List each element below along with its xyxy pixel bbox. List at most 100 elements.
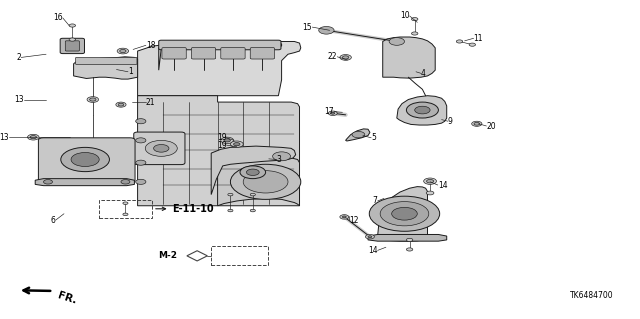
Text: E-11-10: E-11-10 xyxy=(172,204,214,214)
Text: 3: 3 xyxy=(276,155,282,164)
Circle shape xyxy=(342,56,349,59)
Circle shape xyxy=(228,209,233,212)
Circle shape xyxy=(389,38,404,45)
Circle shape xyxy=(412,32,418,35)
Circle shape xyxy=(424,178,436,184)
Circle shape xyxy=(331,112,335,114)
Polygon shape xyxy=(74,57,138,79)
Text: 15: 15 xyxy=(303,23,312,32)
Circle shape xyxy=(118,103,124,106)
Circle shape xyxy=(392,207,417,220)
Circle shape xyxy=(406,102,438,118)
Text: 19: 19 xyxy=(217,133,227,142)
Text: 21: 21 xyxy=(146,98,156,107)
Circle shape xyxy=(123,213,128,216)
Bar xyxy=(99,200,152,218)
FancyBboxPatch shape xyxy=(60,38,84,54)
Circle shape xyxy=(240,166,266,179)
Circle shape xyxy=(474,122,479,125)
Text: 19: 19 xyxy=(217,141,227,150)
Text: 16: 16 xyxy=(53,13,63,22)
Text: 18: 18 xyxy=(146,41,156,50)
Circle shape xyxy=(243,171,288,193)
Circle shape xyxy=(472,121,482,126)
Circle shape xyxy=(120,49,126,53)
Circle shape xyxy=(406,248,413,251)
Circle shape xyxy=(116,102,126,107)
Circle shape xyxy=(117,48,129,54)
Polygon shape xyxy=(187,251,207,261)
Polygon shape xyxy=(35,179,134,186)
Circle shape xyxy=(224,139,230,142)
Circle shape xyxy=(328,111,337,115)
Circle shape xyxy=(121,180,130,184)
Circle shape xyxy=(69,24,76,27)
Circle shape xyxy=(456,40,463,43)
Circle shape xyxy=(319,26,334,34)
Text: M-2: M-2 xyxy=(157,251,177,260)
Circle shape xyxy=(406,238,413,241)
Circle shape xyxy=(87,97,99,102)
Polygon shape xyxy=(159,43,282,70)
FancyBboxPatch shape xyxy=(250,48,275,59)
Circle shape xyxy=(250,209,255,212)
Text: 5: 5 xyxy=(371,133,376,142)
Polygon shape xyxy=(218,155,300,206)
FancyBboxPatch shape xyxy=(65,41,79,51)
Circle shape xyxy=(221,137,234,144)
Circle shape xyxy=(273,152,291,161)
Circle shape xyxy=(136,119,146,124)
Circle shape xyxy=(368,236,372,238)
Circle shape xyxy=(230,141,243,147)
Text: 10: 10 xyxy=(400,11,410,20)
Text: 20: 20 xyxy=(486,122,496,130)
Text: 13: 13 xyxy=(15,95,24,104)
Circle shape xyxy=(28,134,39,140)
Polygon shape xyxy=(368,234,447,241)
Circle shape xyxy=(230,164,301,199)
Bar xyxy=(211,246,268,265)
Circle shape xyxy=(30,136,36,139)
FancyBboxPatch shape xyxy=(159,40,281,50)
Circle shape xyxy=(154,145,169,152)
Circle shape xyxy=(136,160,146,165)
Circle shape xyxy=(380,202,429,226)
Text: 14: 14 xyxy=(438,181,447,189)
FancyBboxPatch shape xyxy=(134,132,185,165)
Circle shape xyxy=(352,131,365,138)
Circle shape xyxy=(44,180,52,184)
Circle shape xyxy=(415,106,430,114)
Circle shape xyxy=(69,38,76,41)
Circle shape xyxy=(369,196,440,231)
Circle shape xyxy=(61,147,109,172)
Circle shape xyxy=(250,193,255,196)
FancyBboxPatch shape xyxy=(221,48,245,59)
Circle shape xyxy=(412,18,418,21)
Circle shape xyxy=(71,152,99,167)
Text: TK6484700: TK6484700 xyxy=(570,292,614,300)
FancyBboxPatch shape xyxy=(38,138,135,183)
Circle shape xyxy=(365,234,374,239)
Circle shape xyxy=(246,169,259,175)
Polygon shape xyxy=(376,187,428,241)
Polygon shape xyxy=(383,37,435,78)
Text: FR.: FR. xyxy=(56,290,78,306)
Circle shape xyxy=(469,43,476,46)
Polygon shape xyxy=(138,41,301,96)
Circle shape xyxy=(136,138,146,143)
Circle shape xyxy=(234,143,240,146)
Text: 11: 11 xyxy=(474,34,483,43)
Text: 22: 22 xyxy=(328,52,337,61)
Polygon shape xyxy=(211,146,296,195)
FancyBboxPatch shape xyxy=(162,48,186,59)
FancyBboxPatch shape xyxy=(76,57,137,64)
Text: 9: 9 xyxy=(448,117,453,126)
Circle shape xyxy=(228,193,233,196)
FancyBboxPatch shape xyxy=(191,48,216,59)
Circle shape xyxy=(426,191,434,195)
Polygon shape xyxy=(346,129,370,141)
Circle shape xyxy=(426,180,434,184)
Circle shape xyxy=(136,179,146,184)
Text: 14: 14 xyxy=(368,246,378,255)
Circle shape xyxy=(145,140,177,156)
